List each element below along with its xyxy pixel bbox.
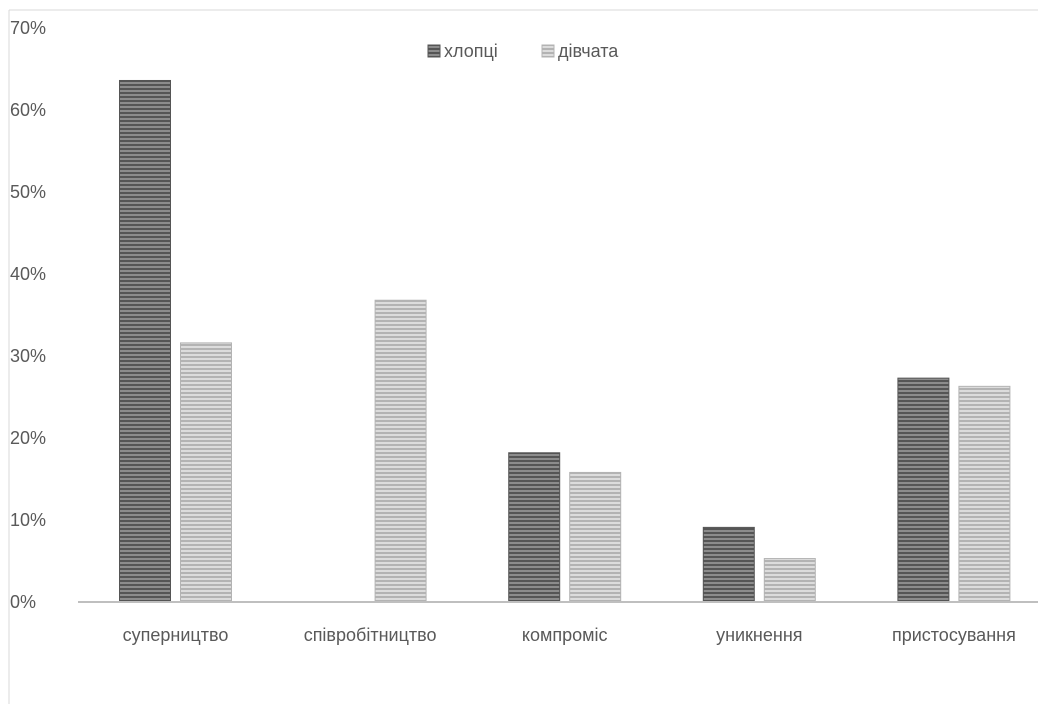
legend-swatch [427,44,441,58]
y-tick-label: 20% [10,428,46,448]
y-tick-label: 0% [10,592,36,612]
y-tick-label: 60% [10,100,46,120]
bar-series-2 [569,471,622,603]
y-tick-label: 40% [10,264,46,284]
bar-series-2 [763,558,816,603]
x-category-label: співробітництво [304,625,437,645]
y-tick-label: 30% [10,346,46,366]
y-tick-label: 10% [10,510,46,530]
y-tick-label: 70% [10,18,46,38]
legend-label: дівчата [558,41,619,61]
bar-series-1 [119,79,171,603]
bar-series-1 [702,526,755,603]
bar-series-2 [374,299,427,603]
legend: хлопці дівчата [427,41,619,61]
bars [119,79,1011,603]
x-category-label: пристосування [892,625,1016,645]
legend-swatch [541,44,555,58]
bar-series-1 [508,452,561,603]
x-category-label: компроміс [522,625,608,645]
bar-series-1 [897,377,950,603]
x-category-label: суперництво [123,625,229,645]
y-axis: 0% 10% 20% 30% 40% 50% 60% 70% [10,18,46,612]
x-axis: суперництво співробітництво компроміс уникн… [123,625,1016,645]
bar-series-2 [958,385,1011,603]
y-tick-label: 50% [10,182,46,202]
bar-series-2 [180,342,232,603]
x-category-label: уникнення [716,625,802,645]
legend-label: хлопці [444,41,498,61]
